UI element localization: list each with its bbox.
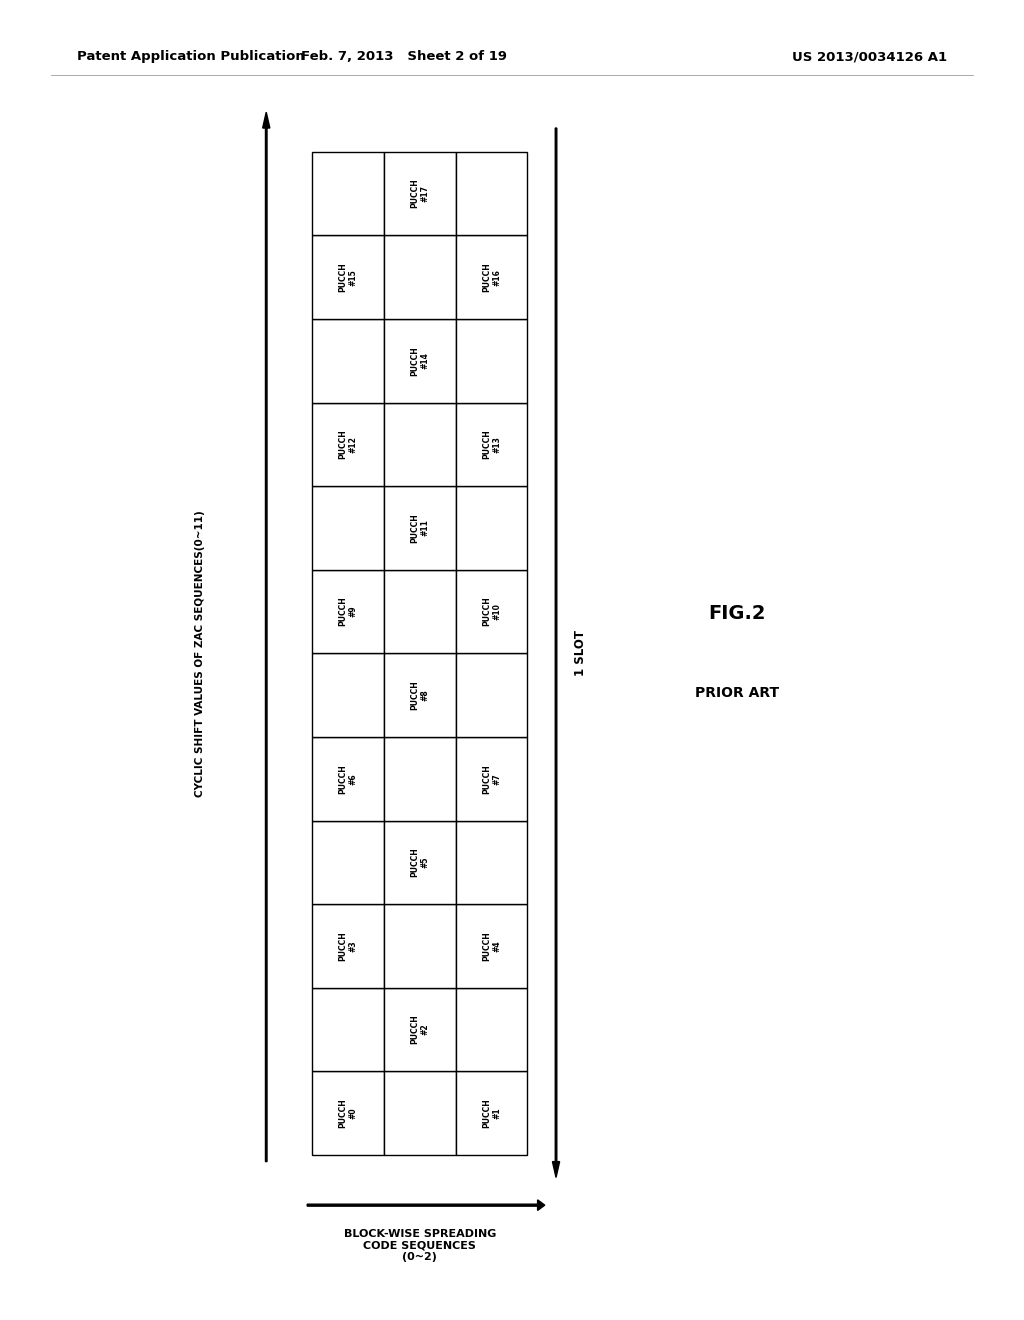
Text: PUCCH
#7: PUCCH #7 [482,764,501,793]
Text: PRIOR ART: PRIOR ART [695,686,779,700]
Text: PUCCH
#1: PUCCH #1 [482,1098,501,1129]
Text: PUCCH
#5: PUCCH #5 [411,847,429,878]
Text: Patent Application Publication: Patent Application Publication [77,50,304,63]
Text: CYCLIC SHIFT VALUES OF ZAC SEQUENCES(0~11): CYCLIC SHIFT VALUES OF ZAC SEQUENCES(0~1… [195,510,205,797]
Text: BLOCK-WISE SPREADING
CODE SEQUENCES
(0~2): BLOCK-WISE SPREADING CODE SEQUENCES (0~2… [344,1229,496,1262]
Text: PUCCH
#2: PUCCH #2 [411,1015,429,1044]
Text: PUCCH
#8: PUCCH #8 [411,680,429,710]
Text: 1 SLOT: 1 SLOT [574,631,588,676]
Text: FIG.2: FIG.2 [709,605,766,623]
Text: PUCCH
#9: PUCCH #9 [339,597,357,627]
Text: PUCCH
#17: PUCCH #17 [411,178,429,209]
Text: Feb. 7, 2013   Sheet 2 of 19: Feb. 7, 2013 Sheet 2 of 19 [301,50,508,63]
Text: PUCCH
#13: PUCCH #13 [482,429,501,459]
Text: US 2013/0034126 A1: US 2013/0034126 A1 [793,50,947,63]
Text: PUCCH
#11: PUCCH #11 [411,513,429,543]
Text: PUCCH
#6: PUCCH #6 [339,764,357,793]
Text: PUCCH
#12: PUCCH #12 [339,429,357,459]
Text: PUCCH
#0: PUCCH #0 [339,1098,357,1129]
Text: PUCCH
#14: PUCCH #14 [411,346,429,376]
Text: PUCCH
#3: PUCCH #3 [339,931,357,961]
Text: PUCCH
#4: PUCCH #4 [482,931,501,961]
Text: PUCCH
#15: PUCCH #15 [339,263,357,292]
Text: PUCCH
#16: PUCCH #16 [482,263,501,292]
Text: PUCCH
#10: PUCCH #10 [482,597,501,627]
